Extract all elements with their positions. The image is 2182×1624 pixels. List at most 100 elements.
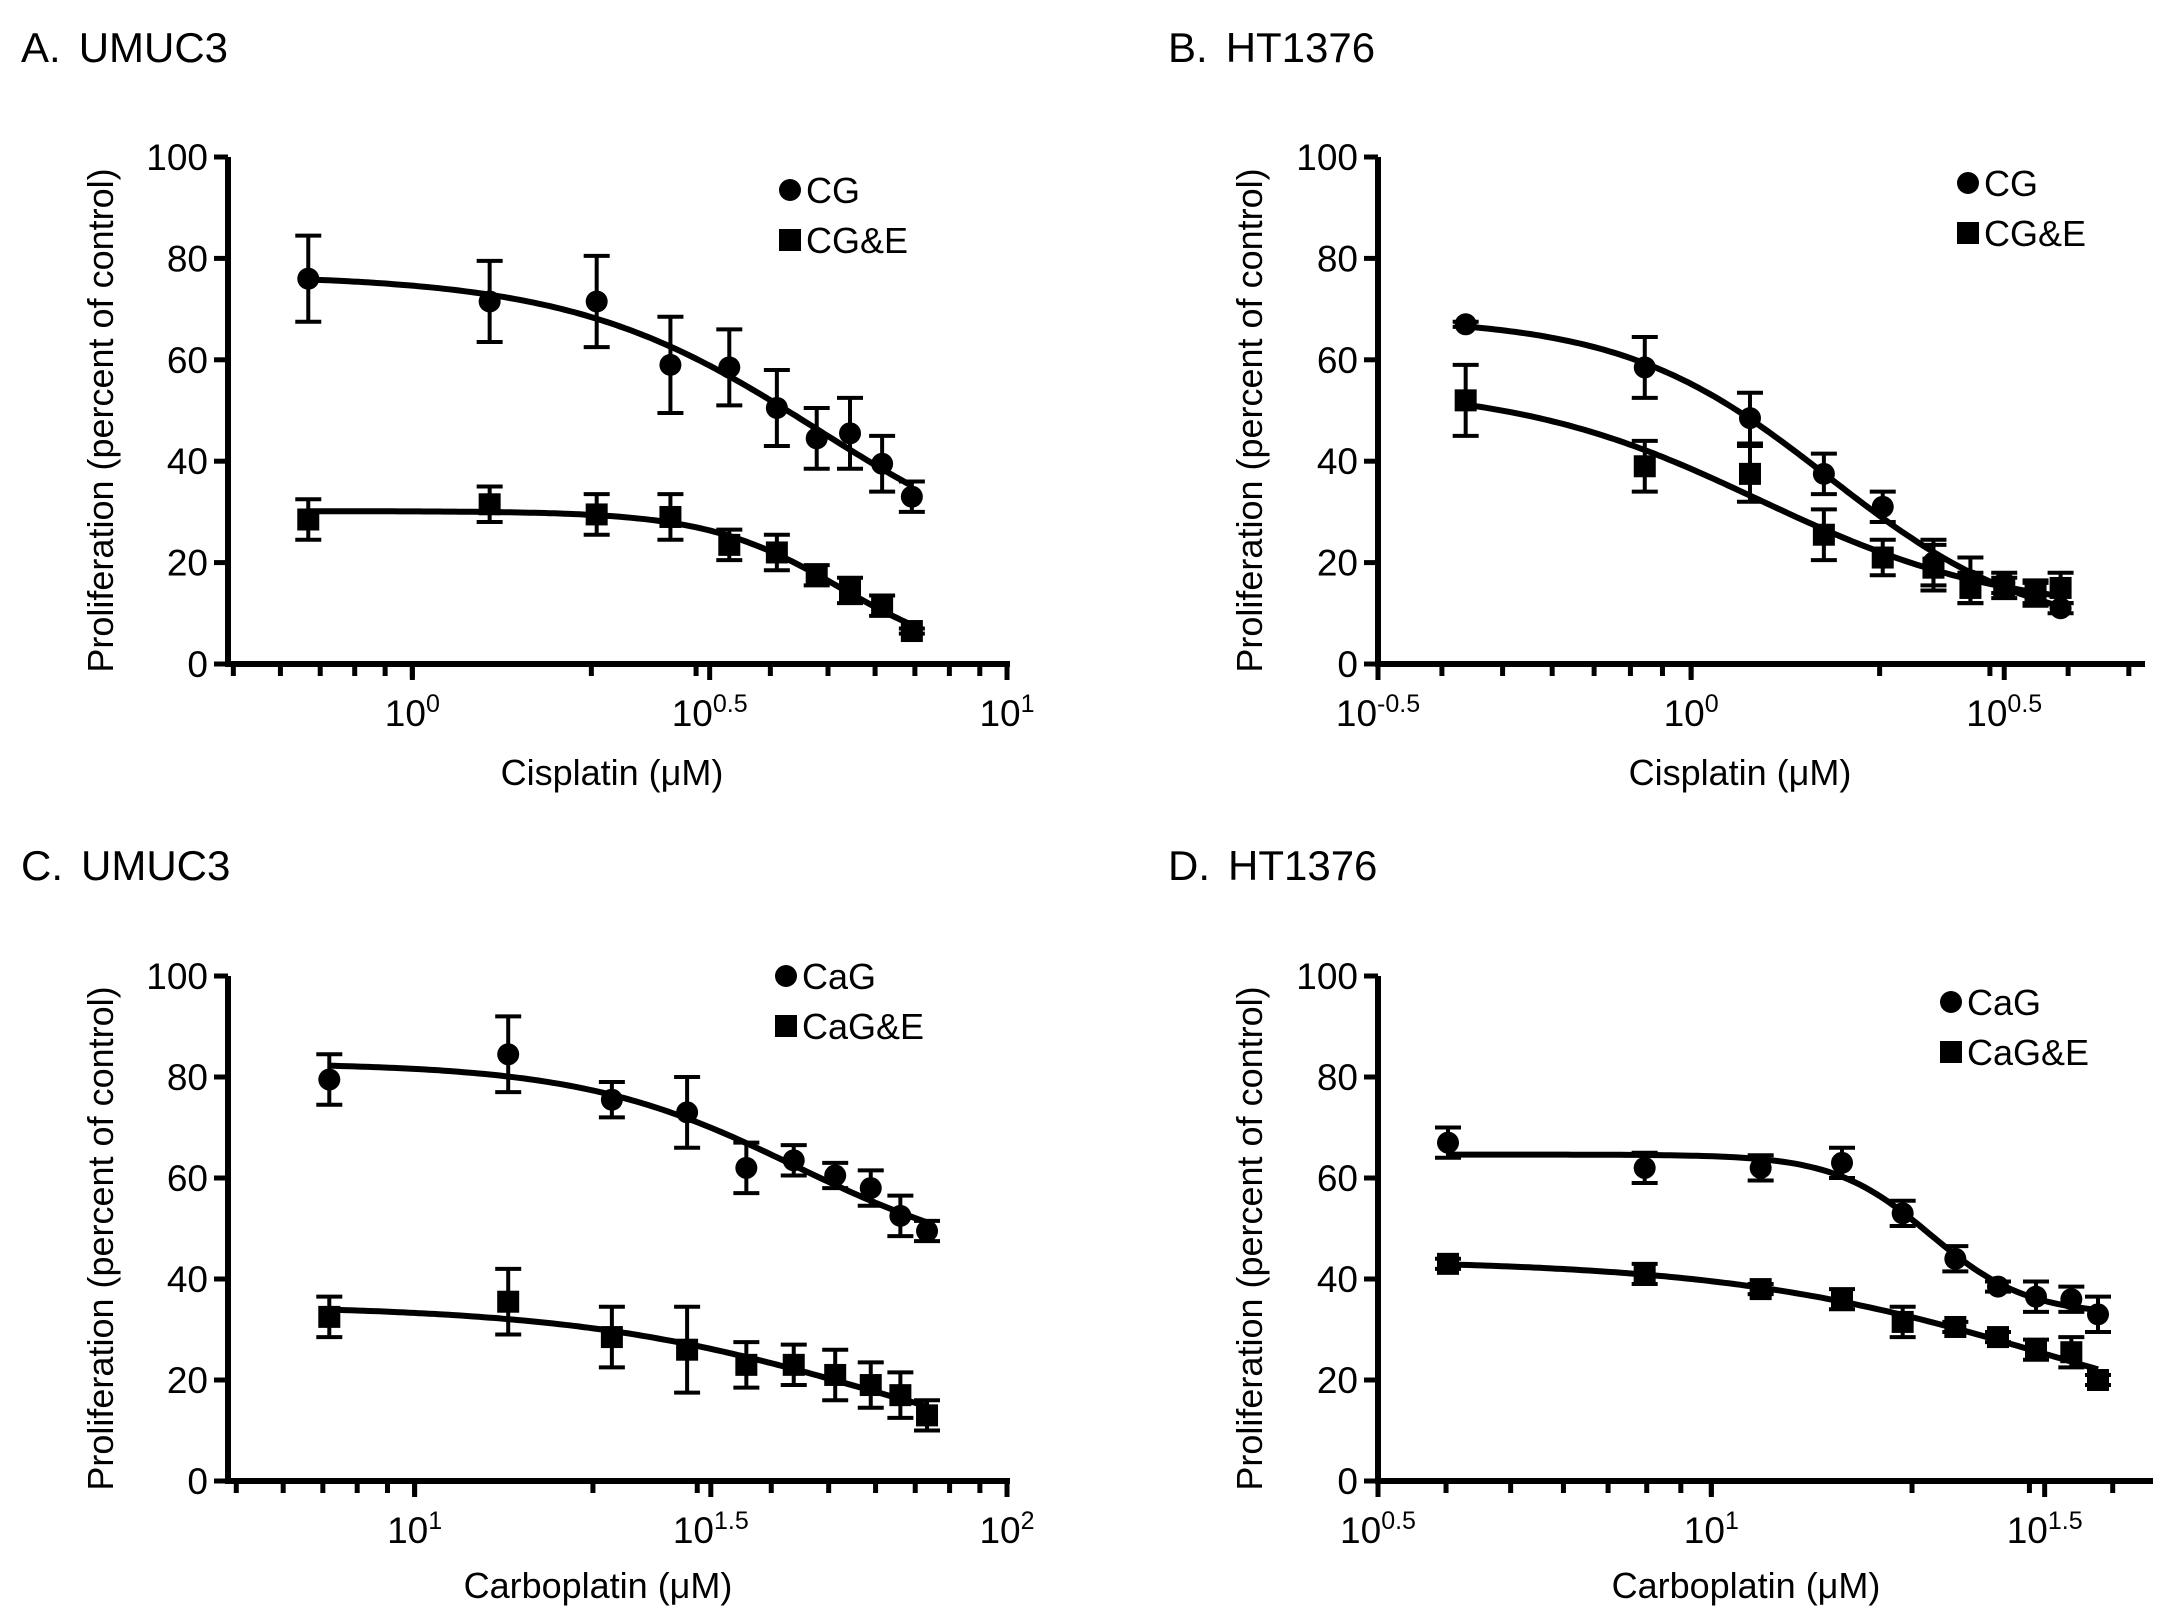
data-point-square (839, 579, 862, 602)
y-tick-label: 40 (1317, 1259, 1358, 1300)
x-axis-label: Cisplatin (μM) (501, 752, 724, 793)
data-point-circle (1738, 407, 1761, 430)
series-cag (1435, 1125, 2111, 1335)
data-point-square (900, 620, 923, 643)
x-tick-label: 100 (1664, 690, 1719, 734)
data-point-square (1749, 1278, 1772, 1301)
y-tick-label: 60 (167, 1158, 208, 1199)
y-axis-label: Proliferation (percent of control) (80, 986, 121, 1490)
y-tick-label: 80 (1317, 238, 1358, 279)
data-point-circle (782, 1149, 805, 1172)
data-point-square (1437, 1252, 1459, 1275)
panel-cell-line: UMUC3 (81, 842, 230, 889)
legend-label: CaG&E (1967, 1032, 2089, 1073)
x-tick-label: 102 (979, 1507, 1034, 1551)
data-point-square (1922, 556, 1945, 579)
series-cag-and-e (1435, 1252, 2111, 1391)
data-point-circle (765, 396, 788, 419)
data-point-square (859, 1374, 882, 1397)
x-tick-label: 10-0.5 (1336, 690, 1420, 734)
data-point-circle (889, 1204, 912, 1227)
x-tick-exponent: 0.5 (1381, 1507, 1416, 1535)
data-point-circle (1749, 1156, 1772, 1179)
y-tick-label: 40 (167, 1259, 208, 1300)
x-tick-exponent: 1 (1021, 690, 1035, 718)
x-tick-label: 101.5 (2007, 1507, 2083, 1551)
x-tick-base: 10 (673, 1510, 714, 1551)
data-point-square (497, 1290, 520, 1313)
x-tick-label: 100.5 (1966, 690, 2042, 734)
data-point-square (1891, 1310, 1914, 1333)
data-point-circle (297, 267, 320, 290)
fit-curve (1465, 323, 2062, 610)
y-tick-label: 20 (167, 1360, 208, 1401)
y-tick-label: 80 (1317, 1057, 1358, 1098)
data-point-circle (600, 1088, 623, 1111)
legend-circle-icon (779, 179, 801, 201)
y-axis-label: Proliferation (percent of control) (80, 168, 121, 672)
series-cg (295, 233, 925, 514)
x-tick-base: 10 (1664, 693, 1705, 734)
panel-title: B. HT1376 (1168, 24, 1375, 71)
y-tick-label: 0 (1337, 1461, 1358, 1502)
legend-square-icon (775, 1015, 797, 1037)
data-point-circle (1437, 1131, 1459, 1154)
x-tick-exponent: -0.5 (1377, 690, 1420, 718)
fit-curve (1448, 1151, 2099, 1313)
y-tick-label: 100 (146, 137, 208, 178)
legend-square-icon (1940, 1041, 1962, 1063)
y-axis-label: Proliferation (percent of control) (1229, 986, 1270, 1490)
data-point-square (1454, 389, 1477, 412)
y-tick-label: 20 (167, 543, 208, 584)
legend-circle-icon (1940, 991, 1962, 1013)
data-point-circle (1987, 1275, 2009, 1298)
panel-letter: D. (1168, 842, 1210, 889)
data-point-square (585, 503, 608, 526)
x-tick-base: 10 (2007, 1510, 2048, 1551)
legend-label: CG (1984, 163, 2038, 204)
data-point-circle (585, 290, 608, 313)
y-tick-label: 40 (167, 441, 208, 482)
data-point-circle (1871, 495, 1894, 518)
x-tick-label: 101.5 (673, 1507, 749, 1551)
legend-circle-icon (1957, 172, 1979, 194)
data-point-circle (1633, 356, 1656, 379)
panel-title: A. UMUC3 (21, 24, 228, 71)
x-tick-exponent: 0.5 (2007, 690, 2042, 718)
legend-label: CG (806, 170, 860, 211)
x-tick-label: 101 (1684, 1507, 1739, 1551)
data-point-circle (1633, 1156, 1656, 1179)
x-tick-exponent: 1.5 (714, 1507, 749, 1535)
data-point-square (1944, 1315, 1967, 1338)
series-cg-and-e (295, 484, 925, 643)
data-point-circle (659, 353, 682, 376)
data-point-circle (1944, 1247, 1967, 1270)
data-point-square (2049, 576, 2072, 599)
data-point-square (889, 1384, 912, 1407)
x-tick-base: 10 (1336, 693, 1377, 734)
x-tick-base: 10 (387, 1510, 428, 1551)
x-tick-exponent: 1.5 (2048, 1507, 2083, 1535)
panel-cell-line: HT1376 (1228, 842, 1377, 889)
data-point-circle (900, 485, 923, 508)
x-tick-exponent: 0 (426, 690, 440, 718)
x-tick-base: 10 (1684, 1510, 1725, 1551)
x-axis-label: Carboplatin (μM) (1612, 1565, 1881, 1606)
y-tick-label: 60 (167, 340, 208, 381)
y-tick-label: 100 (1296, 956, 1358, 997)
x-tick-exponent: 1 (1725, 1507, 1739, 1535)
data-point-square (805, 564, 828, 587)
x-tick-base: 10 (1966, 693, 2007, 734)
data-point-square (871, 594, 894, 617)
panel-letter: A. (21, 24, 61, 71)
series-cag (316, 1014, 941, 1244)
y-tick-label: 0 (187, 1461, 208, 1502)
series-cg-and-e (1452, 362, 2074, 608)
x-tick-exponent: 2 (1021, 1507, 1035, 1535)
data-point-square (2024, 582, 2047, 605)
data-point-square (1738, 462, 1761, 485)
data-point-circle (1454, 313, 1477, 336)
data-point-circle (718, 356, 741, 379)
y-tick-label: 60 (1317, 340, 1358, 381)
